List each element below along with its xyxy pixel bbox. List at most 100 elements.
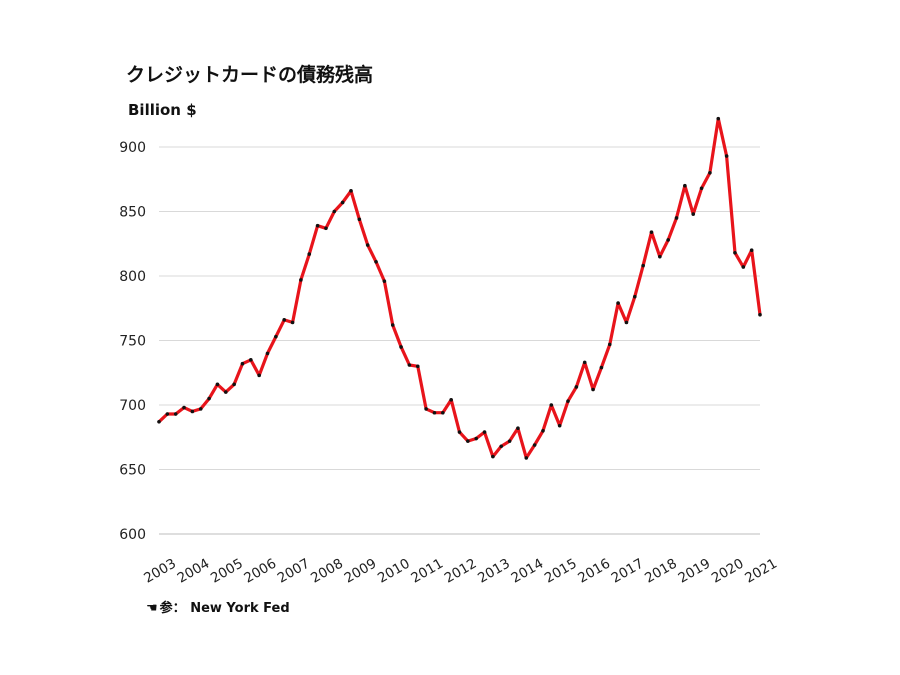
y-axis-ticks: 600 650 700 750 800 850 900 — [119, 140, 146, 543]
data-point — [482, 430, 487, 434]
data-point — [190, 409, 195, 414]
data-point — [182, 405, 186, 410]
data-point — [532, 443, 537, 447]
data-point — [432, 410, 437, 415]
x-tick-label: 2007 — [275, 556, 313, 587]
x-tick-label: 2010 — [375, 556, 413, 587]
data-point — [390, 323, 395, 327]
data-point — [274, 334, 278, 339]
data-point — [541, 429, 545, 433]
data-point — [574, 385, 579, 389]
x-tick-label: 2020 — [709, 556, 747, 587]
x-tick-label: 2014 — [509, 556, 547, 587]
data-point — [724, 154, 729, 158]
data-point — [641, 263, 645, 268]
y-tick-label: 900 — [119, 140, 146, 156]
data-point — [674, 216, 679, 220]
data-point — [733, 250, 737, 255]
data-point — [407, 363, 412, 367]
data-point — [758, 312, 762, 317]
x-tick-label: 2006 — [241, 556, 279, 587]
x-tick-label: 2011 — [408, 556, 446, 587]
data-point — [624, 320, 629, 325]
data-point — [249, 358, 253, 362]
y-axis-unit-label: Billion $ — [128, 101, 197, 119]
data-point — [173, 412, 178, 416]
data-point — [699, 186, 704, 191]
gridlines — [159, 146, 760, 535]
data-point — [649, 230, 654, 234]
data-point — [466, 439, 470, 443]
x-tick-label: 2003 — [141, 556, 179, 587]
data-point — [340, 200, 345, 205]
data-point — [507, 439, 512, 443]
data-point — [265, 351, 270, 356]
data-point — [599, 365, 604, 370]
data-point — [365, 243, 370, 247]
x-axis-ticks: 2003200420052006200720082009201020112012… — [141, 556, 780, 587]
data-point — [332, 209, 337, 214]
y-tick-label: 600 — [119, 527, 146, 543]
y-tick-label: 850 — [119, 205, 146, 221]
data-point — [683, 183, 687, 188]
data-point — [516, 426, 520, 431]
data-point — [449, 398, 453, 402]
x-tick-label: 2016 — [575, 556, 613, 587]
data-point — [632, 294, 637, 299]
x-tick-label: 2009 — [342, 556, 380, 587]
y-tick-label: 650 — [119, 463, 146, 479]
data-point — [591, 387, 595, 392]
data-point — [157, 419, 161, 424]
data-point — [374, 260, 378, 264]
series-layer — [157, 116, 762, 460]
data-point — [658, 254, 662, 259]
x-tick-label: 2013 — [475, 556, 513, 587]
data-point — [716, 116, 721, 121]
data-point — [240, 361, 245, 366]
x-tick-label: 2019 — [675, 556, 713, 587]
x-tick-label: 2012 — [442, 556, 480, 587]
data-point — [691, 212, 696, 216]
data-point — [299, 278, 303, 282]
data-point — [282, 318, 287, 322]
data-point — [307, 252, 312, 256]
data-point — [207, 396, 211, 401]
data-point — [499, 444, 504, 449]
data-point — [215, 382, 220, 387]
source-text: New York Fed — [190, 601, 290, 616]
data-point — [415, 364, 420, 369]
x-tick-label: 2008 — [308, 556, 346, 587]
data-point — [749, 248, 754, 252]
data-point — [474, 436, 478, 441]
data-point — [457, 430, 462, 434]
hand-icon: ☚ — [146, 601, 158, 616]
data-point — [741, 265, 746, 269]
source-note: ☚ 参： New York Fed — [146, 597, 290, 616]
data-point — [399, 345, 403, 349]
y-tick-label: 750 — [119, 334, 146, 350]
x-tick-label: 2018 — [642, 556, 680, 587]
data-point — [566, 399, 570, 403]
data-point — [557, 423, 562, 428]
y-tick-label: 700 — [119, 398, 146, 414]
x-tick-label: 2005 — [208, 556, 246, 587]
data-point — [424, 407, 428, 411]
x-tick-label: 2021 — [742, 556, 780, 587]
data-point — [616, 301, 620, 305]
data-point — [491, 454, 495, 459]
data-point — [382, 279, 387, 283]
data-point — [357, 217, 362, 222]
data-point — [315, 223, 320, 228]
data-point — [165, 412, 170, 416]
data-point — [524, 456, 529, 460]
data-point — [441, 410, 445, 415]
data-point — [549, 403, 554, 407]
data-point — [324, 226, 328, 231]
data-point — [582, 360, 587, 365]
data-point — [290, 320, 295, 325]
data-point — [666, 238, 670, 242]
source-prefix: 参： — [159, 601, 186, 616]
data-point — [223, 390, 228, 394]
data-point — [198, 407, 203, 411]
